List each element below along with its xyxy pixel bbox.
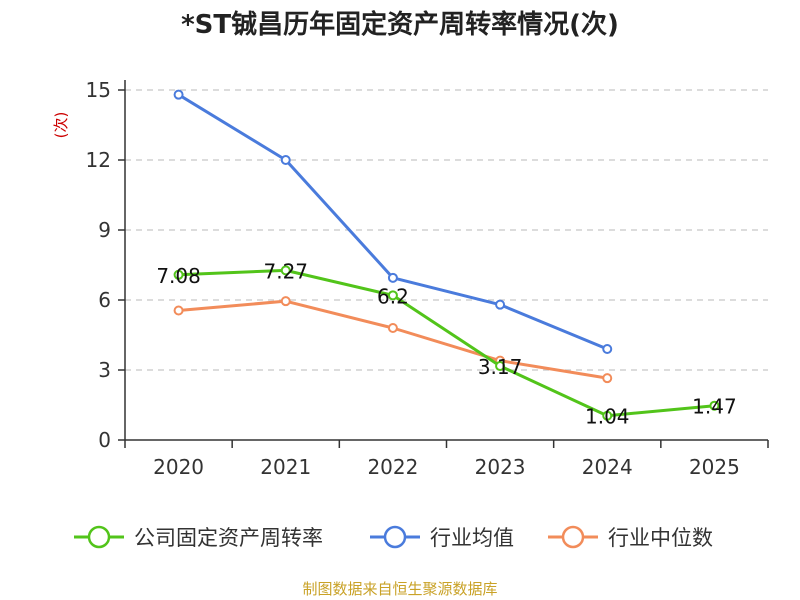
data-point (280, 155, 291, 165)
axes: 0 3 6 9 12 15 2020 2021 2022 2023 2024 2025 (86, 78, 769, 479)
y-tick-label: 6 (98, 288, 111, 312)
data-label: 1.47 (692, 395, 737, 419)
legend-label: 行业中位数 (608, 526, 713, 550)
data-point (495, 361, 506, 372)
legend-label: 公司固定资产周转率 (134, 526, 323, 550)
source-note: 制图数据来自恒生聚源数据库 (302, 580, 497, 598)
x-tick-label: 2022 (367, 455, 418, 479)
data-point (387, 290, 398, 301)
legend-marker (561, 525, 585, 549)
data-point (280, 296, 291, 307)
legend-marker (87, 525, 111, 549)
data-point (602, 410, 613, 421)
data-label: 7.08 (156, 264, 201, 288)
y-axis-label: (次) (52, 112, 70, 139)
data-point (387, 323, 398, 333)
legend-label: 行业均值 (430, 526, 514, 550)
x-tick-label: 2025 (689, 455, 740, 479)
data-point (709, 400, 720, 411)
data-point (280, 265, 291, 276)
chart-title: *ST铖昌历年固定资产周转率情况(次) (181, 9, 619, 40)
x-tick-label: 2024 (582, 455, 633, 479)
series-line-0 (178, 268, 715, 418)
data-point (173, 269, 184, 280)
data-label: 6.2 (377, 284, 409, 308)
data-point (173, 89, 184, 100)
x-tick-label: 2021 (260, 455, 311, 479)
y-tick-label: 0 (98, 428, 111, 452)
y-tick-label: 12 (86, 148, 111, 172)
data-point (387, 272, 398, 283)
y-tick-label: 3 (98, 358, 111, 382)
x-tick-label: 2023 (475, 455, 526, 479)
series-layer (173, 89, 720, 421)
legend-marker (383, 525, 407, 549)
series-line-2 (178, 299, 608, 380)
series-line-1 (177, 93, 608, 351)
y-tick-label: 15 (86, 78, 111, 102)
data-label: 7.27 (263, 259, 308, 283)
data-point (173, 305, 184, 316)
data-labels: 7.08 7.27 6.2 3.17 1.04 1.47 (156, 259, 736, 428)
x-tick-label: 2020 (153, 455, 204, 479)
data-point (495, 299, 506, 310)
grid-lines (125, 89, 768, 371)
y-tick-label: 9 (98, 218, 111, 242)
data-point (602, 344, 613, 354)
data-label: 1.04 (585, 405, 630, 429)
data-label: 3.17 (478, 355, 523, 379)
legend: 公司固定资产周转率 行业均值 行业中位数 (74, 525, 713, 550)
data-point (602, 373, 613, 384)
